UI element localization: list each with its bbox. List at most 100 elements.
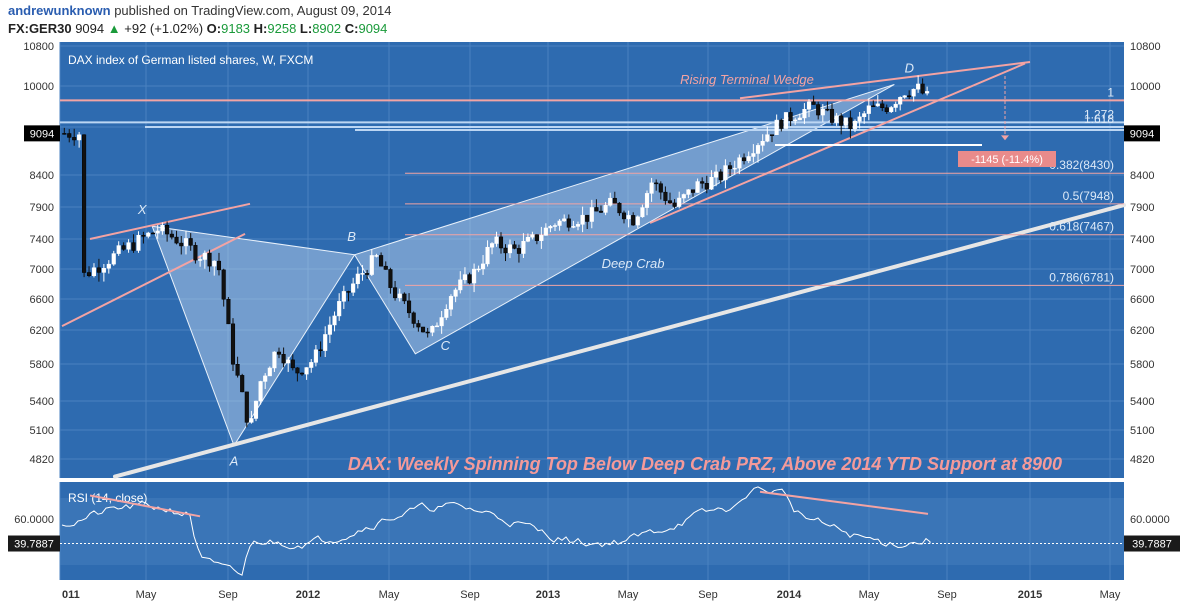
candle-up xyxy=(253,400,259,419)
candle-up xyxy=(862,113,867,118)
low-label: L: xyxy=(299,21,313,36)
candle-down xyxy=(631,215,636,226)
candle-up xyxy=(695,181,700,193)
wedge-upper-line xyxy=(739,61,1031,100)
pattern-label-b: B xyxy=(347,229,356,244)
candle-down xyxy=(379,255,384,267)
fib-label: 0.382(8430) xyxy=(1049,158,1114,172)
ohlc-line: FX:GER30 9094 ▲ +92 (+1.02%) O:9183 H:92… xyxy=(8,21,387,36)
x-tick-label: May xyxy=(379,589,400,601)
candle-down xyxy=(871,105,876,108)
y-tick-right: 7900 xyxy=(1130,202,1154,214)
up-arrow-icon: ▲ xyxy=(107,21,121,36)
candle-up xyxy=(444,309,449,318)
candle-down xyxy=(621,212,627,220)
candle-up xyxy=(783,112,789,129)
candle-up xyxy=(448,296,454,310)
candle-up xyxy=(760,141,765,146)
candle-up xyxy=(249,418,254,423)
candle-up xyxy=(337,301,342,317)
close-value: 9094 xyxy=(358,21,388,36)
pattern-label-a: A xyxy=(229,454,239,469)
candle-up xyxy=(323,334,328,351)
y-tick-right: 7400 xyxy=(1130,234,1154,246)
candle-down xyxy=(425,331,430,334)
x-tick-label: Sep xyxy=(698,589,718,601)
candle-down xyxy=(121,245,126,250)
candle-down xyxy=(880,103,885,109)
rsi-value-right: 39.7887 xyxy=(1132,539,1172,551)
candle-up xyxy=(116,245,121,254)
y-tick-right: 6600 xyxy=(1130,294,1154,306)
x-tick-label: 2013 xyxy=(536,589,560,601)
candle-up xyxy=(397,293,402,299)
y-tick-left: 10000 xyxy=(23,81,54,93)
measure-label: -1145 (-11.4%) xyxy=(971,154,1043,166)
candle-up xyxy=(539,235,544,241)
y-tick-left: 5800 xyxy=(30,359,54,371)
candle-down xyxy=(598,210,604,213)
fib-label: 0.618(7467) xyxy=(1049,220,1114,234)
close-label: C: xyxy=(344,21,359,36)
candle-up xyxy=(106,263,111,269)
candle-up xyxy=(603,205,608,213)
candle-up xyxy=(552,225,558,227)
candle-down xyxy=(221,269,226,300)
published-text: published on TradingView.com, August 09,… xyxy=(114,3,392,18)
candle-up xyxy=(351,283,356,293)
rsi-value-box-left xyxy=(8,535,60,552)
fib-label: 1.272 xyxy=(1084,107,1114,121)
fib-label: 1 xyxy=(1107,85,1114,99)
candle-up xyxy=(146,232,151,237)
candle-up xyxy=(820,108,825,116)
candle-down xyxy=(816,104,821,116)
candle-up xyxy=(644,193,650,208)
candle-down xyxy=(276,351,282,355)
candle-up xyxy=(286,359,291,364)
y-tick-left: 8400 xyxy=(30,170,54,182)
rsi-divergence-line-2 xyxy=(759,490,929,515)
candle-down xyxy=(594,207,599,212)
x-tick-label: Sep xyxy=(218,589,238,601)
candle-up xyxy=(374,255,379,257)
candle-up xyxy=(575,224,581,227)
candle-up xyxy=(434,325,440,328)
candle-down xyxy=(667,200,673,204)
last-price-box-right xyxy=(1124,125,1160,142)
candle-down xyxy=(779,119,784,129)
rsi-tick-right: 60.0000 xyxy=(1130,514,1170,526)
candle-down xyxy=(165,224,170,235)
candle-down xyxy=(402,293,407,302)
rsi-band xyxy=(60,498,1124,565)
candle-down xyxy=(230,323,236,365)
candle-up xyxy=(530,234,535,238)
candle-up xyxy=(774,119,779,135)
candle-down xyxy=(179,242,184,247)
author-link[interactable]: andrewunknown xyxy=(8,3,111,18)
candle-up xyxy=(852,120,858,129)
candle-up xyxy=(327,324,332,335)
candle-up xyxy=(709,176,714,190)
candle-down xyxy=(704,183,709,190)
candle-down xyxy=(884,107,889,112)
x-tick-label: 2012 xyxy=(296,589,320,601)
candle-down xyxy=(244,391,249,423)
candle-up xyxy=(626,215,631,220)
candle-down xyxy=(811,101,816,105)
candle-down xyxy=(420,326,426,333)
candle-up xyxy=(751,153,756,157)
candle-up xyxy=(263,375,268,382)
x-tick-label: May xyxy=(136,589,157,601)
candle-down xyxy=(388,269,393,288)
channel-upper-line xyxy=(89,202,251,240)
candle-down xyxy=(82,134,87,273)
candle-up xyxy=(714,171,719,178)
candle-up xyxy=(640,207,645,218)
channel-lower-line xyxy=(61,232,246,328)
candle-up xyxy=(160,224,165,232)
candle-up xyxy=(258,381,263,402)
candle-up xyxy=(101,268,106,273)
candle-up xyxy=(746,156,751,162)
last-price-label-right: 9094 xyxy=(1130,128,1154,140)
